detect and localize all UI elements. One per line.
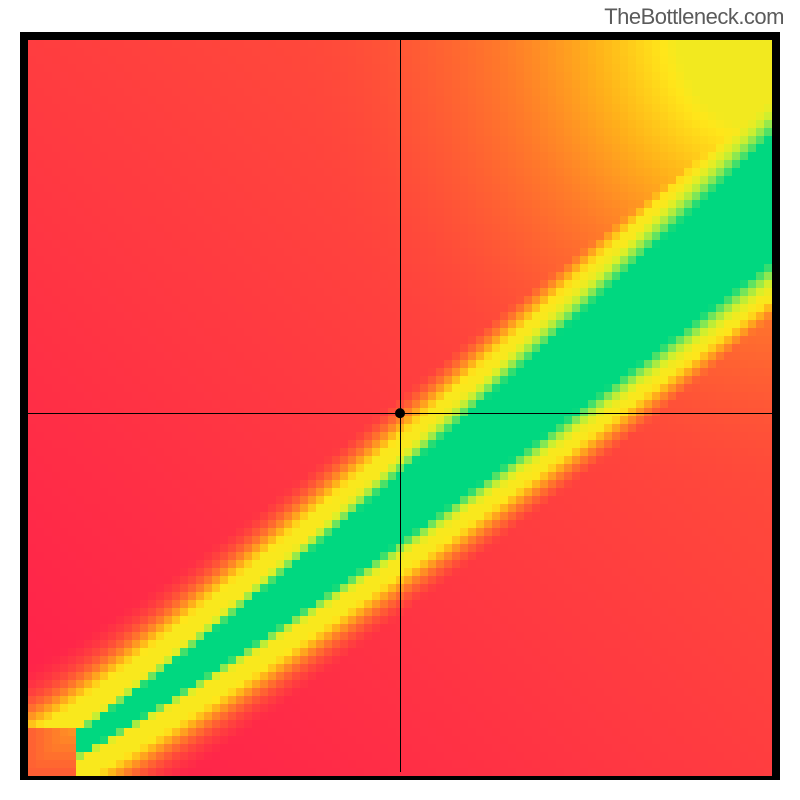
plot-frame bbox=[20, 32, 780, 780]
heatmap-canvas bbox=[20, 32, 780, 780]
chart-container: TheBottleneck.com bbox=[0, 0, 800, 800]
watermark-text: TheBottleneck.com bbox=[604, 4, 784, 30]
